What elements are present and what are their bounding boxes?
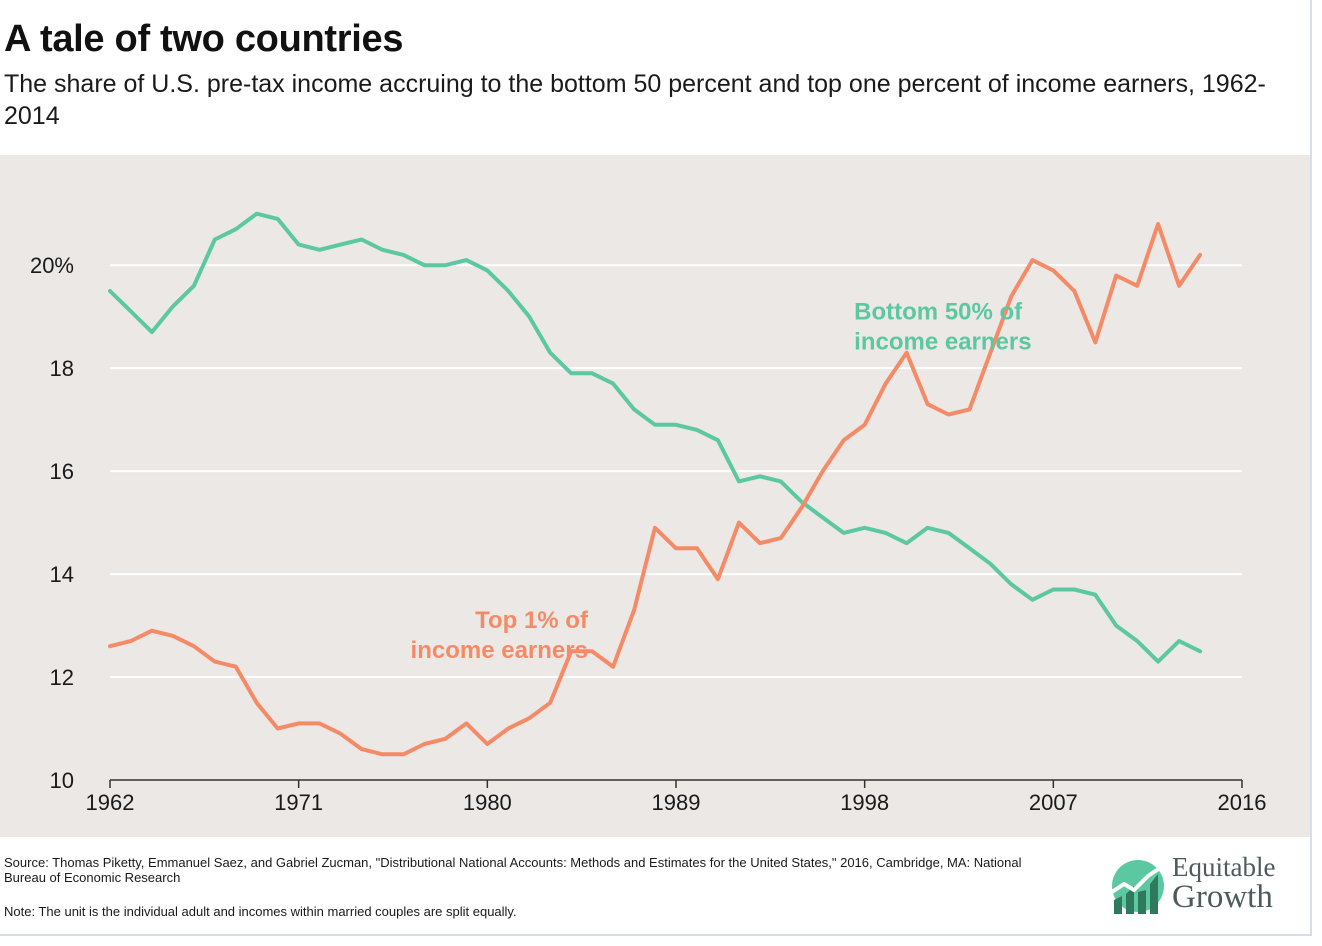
x-axis: 1962 1971 1980 1989 1998 2007 2016 [86,779,1267,815]
source-note: Source: Thomas Piketty, Emmanuel Saez, a… [4,855,1022,885]
gridlines [110,264,1242,679]
y-tick-label: 20% [30,253,74,278]
logo-line-2: Growth [1172,879,1273,915]
y-tick-label: 10 [50,768,74,793]
plot-background [0,155,1310,837]
unit-note: Note: The unit is the individual adult a… [4,904,517,919]
y-tick-label: 18 [50,356,74,381]
bottom-50-series-line [108,211,1203,664]
y-axis: 10 12 14 16 18 20% [30,253,74,793]
y-tick-label: 12 [50,665,74,690]
growth-logo-icon [1110,860,1169,914]
x-tick-label: 1989 [652,790,701,815]
top-1-series-label: Top 1% of [475,607,589,634]
x-tick-label: 1980 [463,790,512,815]
x-tick-label: 1998 [840,790,889,815]
x-tick-label: 1971 [274,790,323,815]
bottom-50-series-label: Bottom 50% of [854,298,1023,325]
bottom-50-series-label: income earners [854,328,1031,355]
y-tick-label: 14 [50,562,74,587]
chart-title: A tale of two countries [4,18,404,60]
x-tick-label: 2007 [1029,790,1078,815]
equitable-growth-logo: Equitable Growth [1110,852,1310,922]
x-tick-label: 2016 [1218,790,1267,815]
top-1-series-label: income earners [411,637,588,664]
chart-subtitle: The share of U.S. pre-tax income accruin… [4,70,1266,130]
y-tick-label: 16 [50,459,74,484]
top-1-series-line [108,222,1203,757]
series-lines [108,211,1203,757]
logo-wordmark: Equitable Growth [1172,852,1276,915]
x-tick-label: 1962 [86,790,135,815]
series-labels: Bottom 50% of income earners Top 1% of inco… [411,298,1032,664]
logo-line-1: Equitable [1172,852,1276,882]
